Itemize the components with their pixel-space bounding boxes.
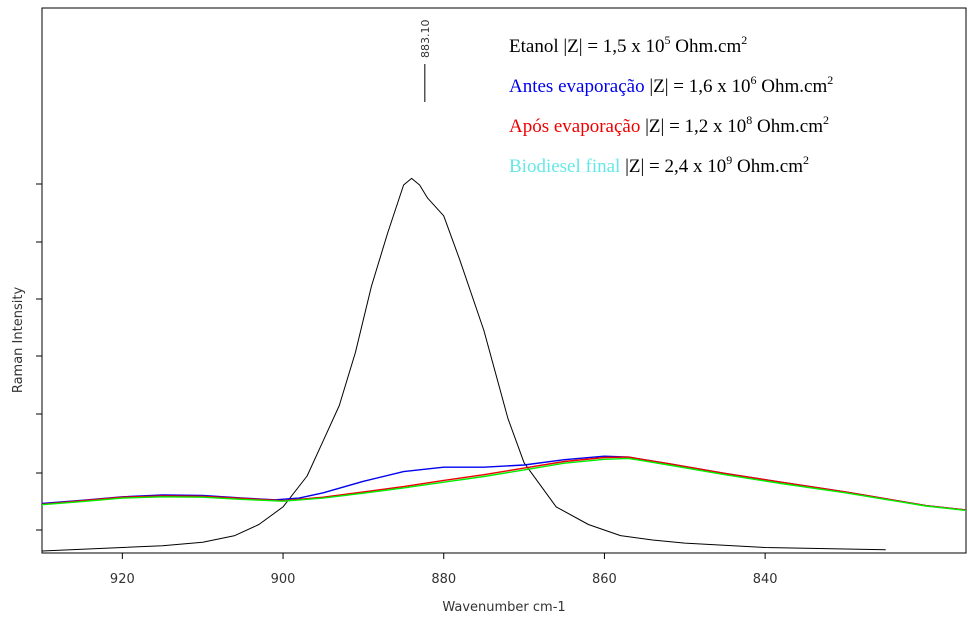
legend-entry-0: Etanol |Z| = 1,5 x 105 Ohm.cm2 <box>509 33 747 57</box>
legend-exponent: 5 <box>665 33 671 47</box>
legend-series-name: Antes evaporação <box>509 76 649 97</box>
legend-exponent: 6 <box>751 73 757 87</box>
legend-unit-exponent: 2 <box>823 113 829 127</box>
legend-unit: Ohm.cm <box>732 156 803 177</box>
axes: 920 900 880 860 840 <box>36 7 967 587</box>
x-tick-label: 880 <box>431 572 456 587</box>
legend-value: |Z| = 1,6 x 10 <box>649 76 750 97</box>
x-tick-label: 900 <box>271 572 296 587</box>
legend-exponent: 9 <box>726 153 732 167</box>
legend-unit-exponent: 2 <box>741 33 747 47</box>
x-tick-label: 860 <box>592 572 617 587</box>
legend-unit-exponent: 2 <box>827 73 833 87</box>
legend-unit: Ohm.cm <box>752 116 823 137</box>
legend-value: |Z| = 2,4 x 10 <box>625 156 726 177</box>
legend-series-name: Após evaporação <box>509 116 645 137</box>
legend-unit-exponent: 2 <box>803 153 809 167</box>
legend-value: |Z| = 1,2 x 10 <box>645 116 746 137</box>
legend-entry-1: Antes evaporação |Z| = 1,6 x 106 Ohm.cm2 <box>509 73 833 97</box>
series-line-0 <box>41 177 886 552</box>
series-layer <box>41 177 967 552</box>
legend-unit: Ohm.cm <box>757 76 828 97</box>
legend-entry-2: Após evaporação |Z| = 1,2 x 108 Ohm.cm2 <box>509 113 829 137</box>
legend-series-name: Etanol <box>509 36 563 57</box>
peak-annotation: 883.10 <box>419 20 432 102</box>
legend-exponent: 8 <box>746 113 752 127</box>
y-axis-label: Raman Intensity <box>11 287 26 394</box>
plot-frame <box>41 7 967 554</box>
x-axis-label: Wavenumber cm-1 <box>442 600 565 615</box>
peak-label: 883.10 <box>419 20 432 59</box>
series-line-1 <box>41 455 967 511</box>
series-line-3 <box>41 457 967 512</box>
legend-value: |Z| = 1,5 x 10 <box>563 36 664 57</box>
legend-series-name: Biodiesel final <box>509 156 625 177</box>
series-line-2 <box>41 456 967 511</box>
legend-unit: Ohm.cm <box>671 36 742 57</box>
x-tick-label: 920 <box>110 572 135 587</box>
legend-entry-3: Biodiesel final |Z| = 2,4 x 109 Ohm.cm2 <box>509 153 809 177</box>
x-tick-label: 840 <box>753 572 778 587</box>
